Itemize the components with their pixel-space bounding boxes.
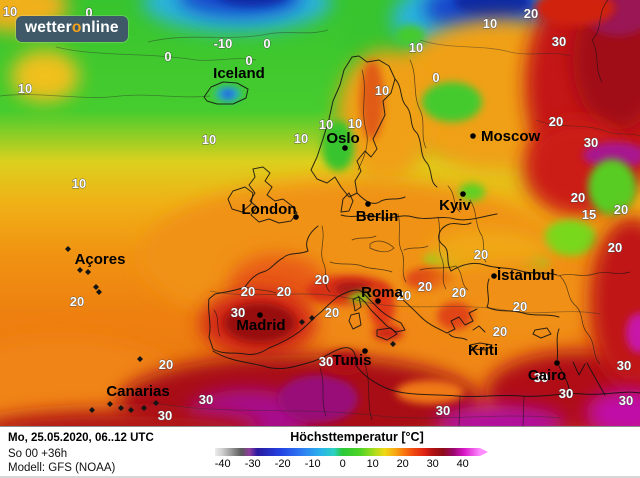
city-dot-oslo [342, 145, 348, 151]
city-dot-tunis [362, 348, 368, 354]
city-label-kriti: Kriti [468, 342, 498, 359]
city-dot-berlin [365, 201, 371, 207]
legend-tick: 0 [339, 458, 346, 470]
legend-colorbar-arrow [480, 448, 488, 456]
city-label-madrid: Madrid [236, 317, 285, 334]
legend-tick: 10 [366, 458, 379, 470]
temp-contour-label: 10 [375, 83, 389, 98]
city-dot-istanbul [491, 273, 497, 279]
city-label-tunis: Tunis [333, 352, 372, 369]
temp-contour-label: 30 [158, 408, 172, 423]
temp-contour-label: 10 [3, 4, 17, 19]
temp-contour-label: 20 [493, 324, 507, 339]
temp-contour-label: -10 [214, 36, 233, 51]
city-label-acores: Açores [75, 251, 126, 268]
logo-text-nline: nline [81, 19, 119, 36]
city-label-cairo: Cairo [528, 367, 566, 384]
temp-contour-label: 20 [614, 202, 628, 217]
legend-tick: 20 [396, 458, 409, 470]
temp-contour-label: 30 [584, 135, 598, 150]
temp-contour-label: 10 [294, 131, 308, 146]
city-dot-kyiv [460, 191, 466, 197]
temp-contour-label: 10 [483, 16, 497, 31]
city-label-london: London [242, 201, 297, 218]
city-dot-madrid [257, 312, 263, 318]
temp-contour-label: 20 [513, 299, 527, 314]
city-label-moscow: Moscow [481, 128, 541, 145]
temp-contour-label: 20 [571, 190, 585, 205]
temperature-map: 10 0 -10 0 0 0 10 10 10 10 10 10 10 10 10 20 30 0 20 30 20 15… [0, 0, 640, 426]
temp-contour-label: 30 [617, 358, 631, 373]
city-label-roma: Roma [361, 284, 403, 301]
logo-text-wetter: wetter [25, 19, 72, 36]
temp-contour-label: 20 [452, 285, 466, 300]
temp-contour-label: 0 [263, 36, 270, 51]
temp-contour-label: 10 [18, 81, 32, 96]
legend: Höchsttemperatur [°C] -40 -30 -20 -10 0 10 20 3… [0, 427, 640, 478]
temp-contour-label: 15 [582, 207, 596, 222]
temp-contour-label: 30 [199, 392, 213, 407]
temp-contour-label: 30 [559, 386, 573, 401]
city-dot-moscow [470, 133, 476, 139]
city-label-kyiv: Kyiv [439, 197, 471, 214]
temp-contour-label: 20 [418, 279, 432, 294]
city-label-oslo: Oslo [326, 130, 359, 147]
city-dot-london [293, 214, 299, 220]
city-label-istanbul: İstanbul [497, 267, 555, 284]
temp-contour-label: 20 [159, 357, 173, 372]
country-borders [213, 0, 631, 426]
temp-contour-label: 30 [552, 34, 566, 49]
temp-contour-label: 20 [315, 272, 329, 287]
temp-contour-label: 20 [474, 247, 488, 262]
coastlines [203, 55, 640, 398]
valid-time-text: Mo, 25.05.2020, 06..12 UTC [8, 432, 154, 444]
temperature-field-blobs [0, 0, 640, 426]
temp-contour-label: 30 [436, 403, 450, 418]
temp-contour-label: 20 [397, 288, 411, 303]
temp-contour-label: 0 [164, 49, 171, 64]
temp-contour-label: 0 [245, 53, 252, 68]
city-dot-roma [375, 298, 381, 304]
legend-tick: 30 [426, 458, 439, 470]
legend-title: Höchsttemperatur [°C] [290, 430, 424, 444]
contour-lines [0, 29, 640, 419]
temp-contour-label: 20 [524, 6, 538, 21]
temp-contour-label: 30 [619, 393, 633, 408]
model-run-text: So 00 +36h [8, 448, 68, 460]
temp-contour-label: 20 [277, 284, 291, 299]
temp-contour-label: 0 [432, 70, 439, 85]
model-name-text: Modell: GFS (NOAA) [8, 462, 116, 474]
legend-tick: -20 [274, 458, 291, 470]
wetteronline-logo[interactable]: wetteronline [16, 16, 128, 42]
legend-tick: -30 [244, 458, 261, 470]
city-label-berlin: Berlin [356, 208, 399, 225]
temp-contour-label: 20 [608, 240, 622, 255]
legend-tick: -10 [304, 458, 321, 470]
city-label-iceland: Iceland [213, 65, 265, 82]
temp-contour-label: 10 [348, 116, 362, 131]
temp-contour-label: 10 [319, 117, 333, 132]
temp-contour-label: 30 [319, 354, 333, 369]
temp-contour-label: 20 [241, 284, 255, 299]
legend-tick: 40 [456, 458, 469, 470]
temp-contour-label: 30 [534, 370, 548, 385]
city-label-canarias: Canarias [106, 383, 169, 400]
temp-contour-label: 10 [72, 176, 86, 191]
temp-contour-label: 10 [409, 40, 423, 55]
temp-contour-label: 30 [231, 305, 245, 320]
logo-text-o: o [71, 19, 82, 36]
temp-contour-label: 0 [85, 5, 92, 20]
temp-contour-label: 20 [549, 114, 563, 129]
legend-colorbar [215, 448, 480, 456]
city-markers: Iceland Oslo Moscow London Berlin Kyiv Açores İ… [75, 65, 567, 400]
temp-contour-label: 20 [325, 305, 339, 320]
info-bar: Mo, 25.05.2020, 06..12 UTC So 00 +36h Mo… [0, 426, 640, 478]
city-dot-cairo [554, 360, 560, 366]
temp-contour-label: 10 [202, 132, 216, 147]
temp-contour-label: 20 [70, 294, 84, 309]
legend-tick: -40 [214, 458, 231, 470]
